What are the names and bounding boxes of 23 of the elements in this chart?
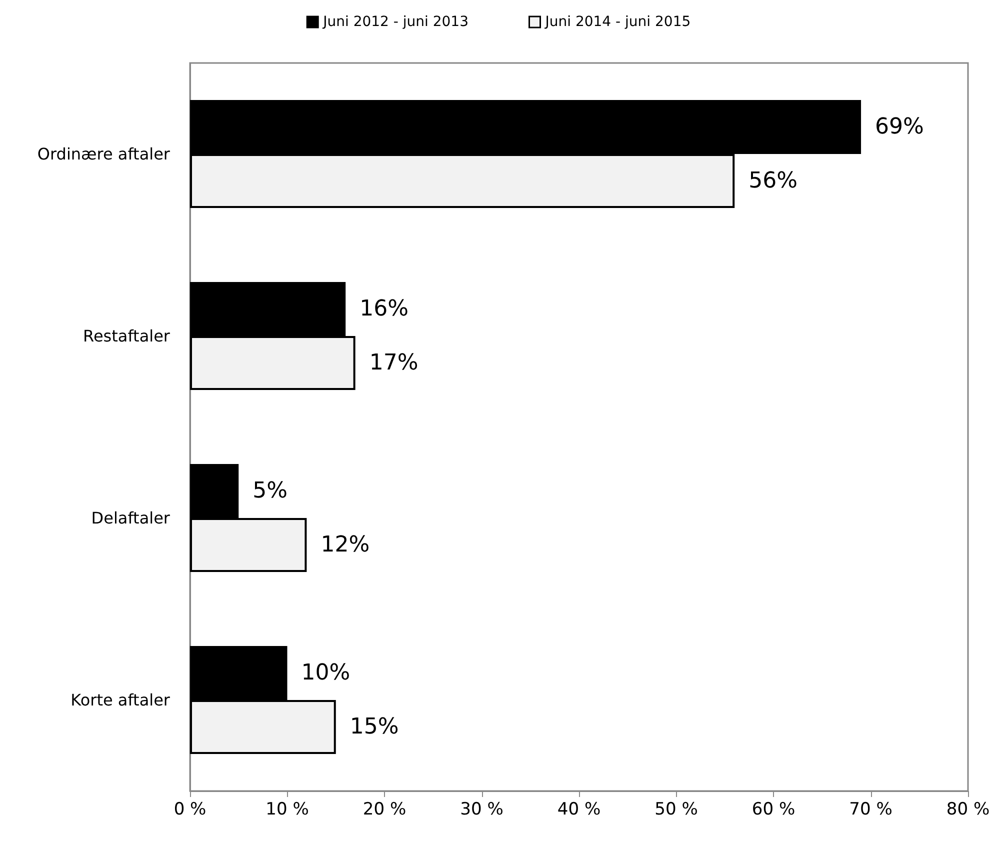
data-label: 17% [369,350,418,376]
x-tick-label: 50 % [654,800,698,820]
x-tick-label: 70 % [849,800,892,820]
y-tick-label: Korte aftaler [70,690,170,710]
x-tick-label: 20 % [362,800,406,820]
y-tick-label: Ordinære aftaler [37,144,170,164]
legend-label: Juni 2012 - juni 2013 [322,14,469,30]
x-tick-label: 60 % [752,800,796,820]
x-tick-label: 0 % [174,800,206,820]
data-label: 56% [748,168,798,194]
x-tick-label: 40 % [557,800,601,820]
x-tick-label: 10 % [266,800,309,820]
data-label: 69% [875,114,924,140]
legend-label: Juni 2014 - juni 2015 [544,14,691,30]
data-label: 5% [252,478,288,504]
data-label: 10% [301,660,350,686]
data-label: 15% [350,714,399,740]
x-tick-label: 80 % [946,800,990,820]
data-label: 12% [320,532,370,558]
x-tick-label: 30 % [460,800,504,820]
data-label: 16% [360,296,409,322]
y-tick-label: Delaftaler [91,508,170,528]
y-tick-label: Restaftaler [83,326,170,346]
